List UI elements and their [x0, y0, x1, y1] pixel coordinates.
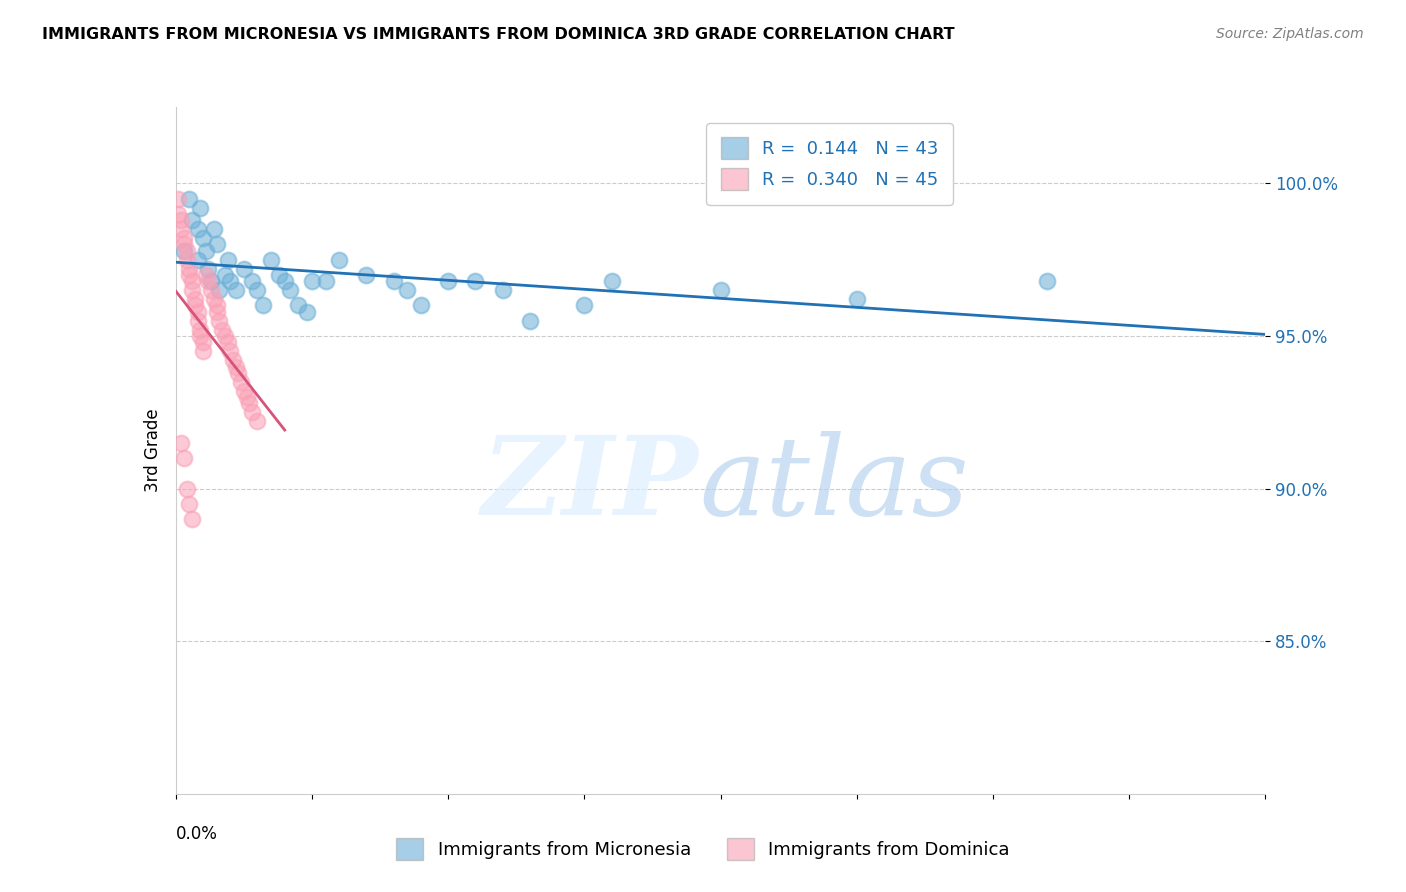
- Point: [167, 192, 190, 206]
- Point: [197, 274, 219, 288]
- Point: [225, 283, 247, 297]
- Point: [179, 192, 201, 206]
- Text: 0.0%: 0.0%: [176, 825, 218, 843]
- Point: [356, 268, 378, 282]
- Point: [240, 274, 263, 288]
- Text: atlas: atlas: [699, 431, 969, 539]
- Point: [181, 213, 204, 227]
- Point: [186, 252, 209, 267]
- Point: [246, 414, 269, 428]
- Point: [208, 314, 231, 328]
- Point: [194, 244, 217, 258]
- Point: [200, 274, 222, 288]
- Point: [173, 244, 195, 258]
- Point: [191, 335, 214, 350]
- Point: [382, 274, 405, 288]
- Point: [437, 274, 460, 288]
- Point: [202, 222, 225, 236]
- Point: [232, 384, 254, 398]
- Point: [170, 222, 193, 236]
- Point: [173, 451, 195, 466]
- Point: [464, 274, 486, 288]
- Point: [228, 366, 250, 380]
- Point: [170, 213, 193, 227]
- Point: [396, 283, 419, 297]
- Point: [208, 283, 231, 297]
- Point: [269, 268, 291, 282]
- Point: [214, 268, 236, 282]
- Point: [574, 298, 596, 312]
- Point: [274, 274, 297, 288]
- Point: [246, 283, 269, 297]
- Point: [197, 261, 219, 276]
- Point: [214, 329, 236, 343]
- Point: [301, 274, 323, 288]
- Point: [409, 298, 432, 312]
- Point: [186, 314, 209, 328]
- Point: [845, 293, 868, 307]
- Point: [217, 252, 239, 267]
- Point: [211, 323, 233, 337]
- Point: [191, 231, 214, 245]
- Point: [181, 274, 204, 288]
- Point: [173, 237, 195, 252]
- Point: [184, 298, 207, 312]
- Point: [194, 268, 217, 282]
- Point: [240, 405, 263, 419]
- Text: Source: ZipAtlas.com: Source: ZipAtlas.com: [1216, 27, 1364, 41]
- Point: [235, 390, 257, 404]
- Legend: Immigrants from Micronesia, Immigrants from Dominica: Immigrants from Micronesia, Immigrants f…: [381, 823, 1025, 874]
- Point: [231, 375, 253, 389]
- Point: [179, 268, 201, 282]
- Point: [519, 314, 541, 328]
- Point: [186, 222, 209, 236]
- Point: [710, 283, 733, 297]
- Point: [176, 482, 198, 496]
- Point: [260, 252, 283, 267]
- Point: [217, 335, 239, 350]
- Point: [191, 344, 214, 359]
- Point: [167, 207, 190, 221]
- Point: [188, 201, 211, 215]
- Text: ZIP: ZIP: [482, 431, 699, 539]
- Point: [205, 237, 228, 252]
- Y-axis label: 3rd Grade: 3rd Grade: [143, 409, 162, 492]
- Point: [202, 293, 225, 307]
- Point: [181, 512, 204, 526]
- Point: [222, 353, 245, 368]
- Point: [219, 344, 242, 359]
- Point: [278, 283, 301, 297]
- Point: [188, 329, 211, 343]
- Point: [200, 283, 222, 297]
- Point: [315, 274, 337, 288]
- Point: [295, 304, 318, 318]
- Point: [600, 274, 623, 288]
- Point: [252, 298, 274, 312]
- Point: [205, 304, 228, 318]
- Point: [176, 252, 198, 267]
- Point: [179, 261, 201, 276]
- Point: [186, 304, 209, 318]
- Point: [170, 435, 193, 450]
- Point: [184, 293, 207, 307]
- Point: [188, 323, 211, 337]
- Point: [238, 396, 260, 410]
- Point: [179, 497, 201, 511]
- Point: [181, 283, 204, 297]
- Point: [173, 231, 195, 245]
- Point: [1036, 274, 1059, 288]
- Point: [232, 261, 254, 276]
- Point: [205, 298, 228, 312]
- Point: [225, 359, 247, 374]
- Text: IMMIGRANTS FROM MICRONESIA VS IMMIGRANTS FROM DOMINICA 3RD GRADE CORRELATION CHA: IMMIGRANTS FROM MICRONESIA VS IMMIGRANTS…: [42, 27, 955, 42]
- Point: [492, 283, 515, 297]
- Legend: R =  0.144   N = 43, R =  0.340   N = 45: R = 0.144 N = 43, R = 0.340 N = 45: [706, 123, 953, 205]
- Point: [287, 298, 309, 312]
- Point: [328, 252, 350, 267]
- Point: [176, 244, 198, 258]
- Point: [219, 274, 242, 288]
